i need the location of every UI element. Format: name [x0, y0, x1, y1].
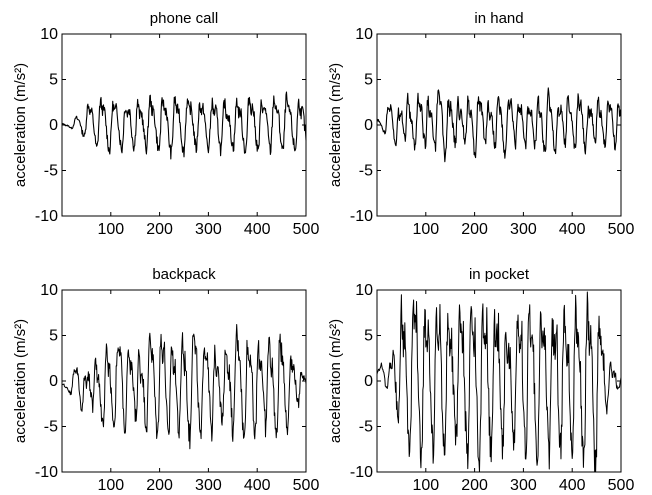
axes-box — [61, 33, 307, 217]
x-tick-label: 400 — [244, 477, 271, 494]
x-tick-label: 500 — [293, 477, 320, 494]
y-tick-label: -10 — [350, 208, 373, 225]
tick-group: 100 200 300 400 500 10 5 0 -5 -10 — [35, 26, 320, 238]
x-tick-label: 400 — [559, 221, 586, 238]
y-axis-label: acceleration (m/s²) — [327, 319, 344, 443]
y-tick-label: 0 — [49, 373, 58, 390]
x-tick-label: 100 — [97, 477, 124, 494]
x-tick-label: 300 — [195, 221, 222, 238]
x-tick-label: 200 — [146, 477, 173, 494]
y-tick-label: 10 — [355, 282, 373, 299]
axes-box — [61, 289, 307, 473]
x-tick-label: 500 — [608, 477, 635, 494]
panel-in-hand: in hand acceleration (m/s²) 100 200 300 400… — [327, 10, 634, 238]
y-tick-label: -5 — [359, 163, 373, 180]
y-tick-label: 10 — [40, 282, 58, 299]
panel-in-pocket: in pocket acceleration (m/s²) 100 200 300 4… — [327, 266, 634, 494]
tick-group: 100 200 300 400 500 10 5 0 -5 -10 — [350, 26, 635, 238]
x-tick-label: 300 — [195, 477, 222, 494]
panel-phone-call: phone call acceleration (m/s²) 100 200 300… — [12, 10, 319, 238]
series-line — [376, 87, 622, 163]
y-tick-label: -5 — [359, 419, 373, 436]
chart-title: backpack — [152, 266, 216, 283]
y-tick-label: 0 — [49, 117, 58, 134]
series-line — [376, 291, 622, 473]
x-tick-label: 400 — [244, 221, 271, 238]
y-tick-label: -5 — [44, 163, 58, 180]
y-tick-label: -5 — [44, 419, 58, 436]
y-axis-label: acceleration (m/s²) — [12, 63, 29, 187]
tick-group: 100 200 300 400 500 10 5 0 -5 -10 — [350, 282, 635, 494]
x-tick-label: 300 — [510, 221, 537, 238]
y-tick-label: 10 — [355, 26, 373, 43]
chart-title: in hand — [474, 10, 523, 27]
y-axis-label: acceleration (m/s²) — [12, 319, 29, 443]
y-tick-label: 10 — [40, 26, 58, 43]
panel-backpack: backpack acceleration (m/s²) 100 200 300 40… — [12, 266, 319, 494]
x-tick-label: 100 — [412, 221, 439, 238]
axes-box — [376, 33, 622, 217]
series-line — [61, 91, 307, 160]
x-tick-label: 500 — [293, 221, 320, 238]
y-tick-label: -10 — [35, 464, 58, 481]
x-tick-label: 100 — [97, 221, 124, 238]
y-tick-label: 5 — [49, 72, 58, 89]
chart-title: phone call — [150, 10, 218, 27]
series-line — [61, 324, 307, 450]
chart-title: in pocket — [469, 266, 530, 283]
y-tick-label: -10 — [350, 464, 373, 481]
y-tick-label: 5 — [364, 328, 373, 345]
x-tick-label: 200 — [461, 477, 488, 494]
y-tick-label: -10 — [35, 208, 58, 225]
x-tick-label: 300 — [510, 477, 537, 494]
x-tick-label: 200 — [146, 221, 173, 238]
y-tick-label: 0 — [364, 117, 373, 134]
x-tick-label: 100 — [412, 477, 439, 494]
x-tick-label: 200 — [461, 221, 488, 238]
x-tick-label: 400 — [559, 477, 586, 494]
y-tick-label: 5 — [49, 328, 58, 345]
y-axis-label: acceleration (m/s²) — [327, 63, 344, 187]
tick-group: 100 200 300 400 500 10 5 0 -5 -10 — [35, 282, 320, 494]
y-tick-label: 5 — [364, 72, 373, 89]
x-tick-label: 500 — [608, 221, 635, 238]
y-tick-label: 0 — [364, 373, 373, 390]
